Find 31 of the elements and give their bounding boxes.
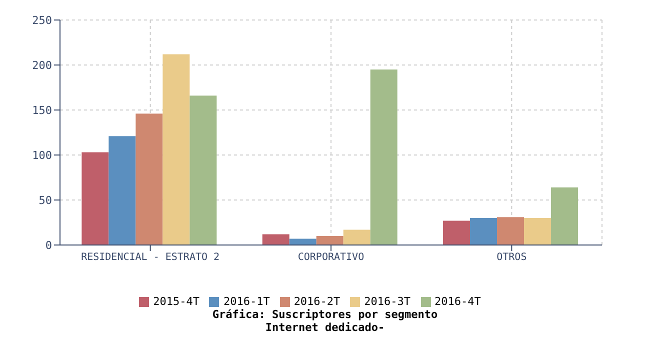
bar [262,234,290,245]
y-tick-label: 50 [38,194,52,207]
x-tick-label: RESIDENCIAL - ESTRATO 2 [81,252,220,264]
legend-label: 2016-2T [294,295,340,308]
y-tick-label: 150 [32,104,52,117]
y-tick-label: 200 [32,58,52,72]
bar [108,136,136,245]
legend-label: 2016-3T [364,295,411,308]
text: Gráfica: Suscriptores por segmento [211,308,439,321]
bar [136,114,163,245]
bar [316,236,344,245]
text: Internet dedicado- [264,321,386,334]
bar [443,220,470,245]
bar [82,152,109,245]
bar [497,217,524,245]
bar [343,230,370,245]
legend-label: 2016-1T [223,295,270,308]
y-tick-label: 0 [45,238,52,252]
legend-label: 2015-4T [153,295,200,308]
bar [289,238,316,245]
bar [190,96,217,245]
bar [370,70,398,245]
x-tick-label: CORPORATIVO [298,252,364,264]
y-tick-label: 250 [32,14,52,27]
x-tick-label: OTROS [496,252,527,264]
bar [470,218,498,245]
bar [162,54,190,245]
y-tick-label: 100 [32,148,52,162]
legend-label: 2016-4T [434,295,481,308]
bar [524,218,552,245]
bar [551,187,578,245]
